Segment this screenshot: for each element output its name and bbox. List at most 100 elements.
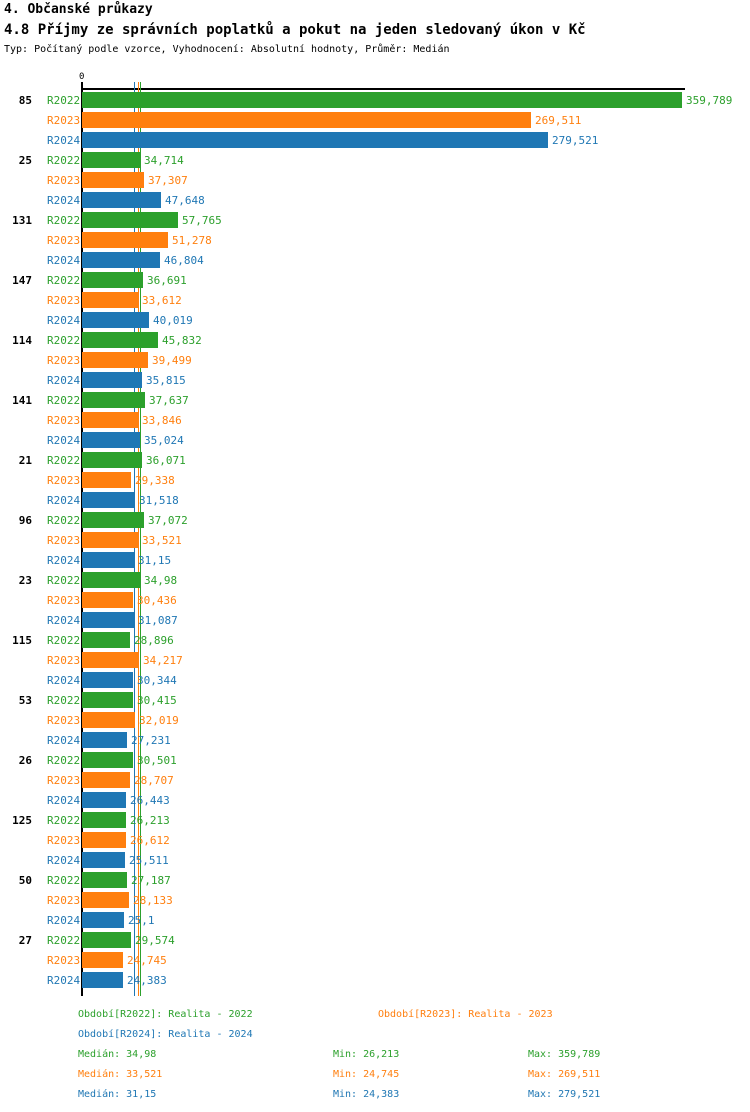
bar-value-label: 33,612: [142, 294, 182, 307]
series-label-r2024: R2024: [47, 974, 81, 987]
bar-r2024[interactable]: [82, 912, 124, 928]
bar-value-label: 37,307: [148, 174, 188, 187]
bar-r2022[interactable]: [82, 932, 131, 948]
bar-r2024[interactable]: [82, 372, 142, 388]
series-label-r2022: R2022: [47, 154, 81, 167]
bar-value-label: 51,278: [172, 234, 212, 247]
bar-r2024[interactable]: [82, 252, 160, 268]
series-label-r2024: R2024: [47, 734, 81, 747]
bar-r2022[interactable]: [82, 212, 178, 228]
bar-r2024[interactable]: [82, 732, 127, 748]
bar-r2023[interactable]: [82, 592, 133, 608]
series-label-r2024: R2024: [47, 434, 81, 447]
series-label-r2022: R2022: [47, 274, 81, 287]
chart-subtitle: Typ: Počítaný podle vzorce, Vyhodnocení:…: [4, 44, 450, 55]
bar-r2023[interactable]: [82, 832, 126, 848]
bar-r2022[interactable]: [82, 92, 682, 108]
bar-r2024[interactable]: [82, 432, 140, 448]
bar-r2023[interactable]: [82, 532, 138, 548]
bar-r2022[interactable]: [82, 512, 144, 528]
stat-max-r2023: Max: 269,511: [528, 1069, 601, 1080]
bar-r2023[interactable]: [82, 952, 123, 968]
bar-r2023[interactable]: [82, 472, 131, 488]
bar-r2023[interactable]: [82, 352, 148, 368]
bar-value-label: 24,383: [127, 974, 167, 987]
group-label: 115: [12, 634, 32, 647]
stat-min-r2023: Min: 24,745: [333, 1069, 400, 1080]
group-label: 96: [18, 514, 32, 527]
axis-top-line: [82, 88, 685, 90]
bar-r2024[interactable]: [82, 852, 125, 868]
legend-entry-r2024[interactable]: Období[R2024]: Realita - 2024: [78, 1029, 253, 1040]
stat-median-r2024: Medián: 31,15: [78, 1089, 157, 1100]
bar-r2024[interactable]: [82, 972, 123, 988]
group-label: 27: [18, 934, 32, 947]
bar-value-label: 34,714: [144, 154, 184, 167]
legend-entry-r2023[interactable]: Období[R2023]: Realita - 2023: [378, 1009, 553, 1020]
bar-r2024[interactable]: [82, 312, 149, 328]
stat-min-r2024: Min: 24,383: [333, 1089, 400, 1100]
bar-r2023[interactable]: [82, 232, 168, 248]
series-label-r2022: R2022: [47, 514, 81, 527]
series-label-r2023: R2023: [47, 714, 81, 727]
bar-r2024[interactable]: [82, 552, 134, 568]
bar-value-label: 25,511: [129, 854, 169, 867]
series-label-r2023: R2023: [47, 174, 81, 187]
series-label-r2023: R2023: [47, 654, 81, 667]
bar-value-label: 37,072: [148, 514, 188, 527]
bar-r2022[interactable]: [82, 272, 143, 288]
bar-value-label: 46,804: [164, 254, 204, 267]
bar-r2022[interactable]: [82, 152, 140, 168]
bar-r2023[interactable]: [82, 892, 129, 908]
series-label-r2022: R2022: [47, 934, 81, 947]
stat-min-r2022: Min: 26,213: [333, 1049, 400, 1060]
stat-median-r2022: Medián: 34,98: [78, 1049, 157, 1060]
bar-r2023[interactable]: [82, 652, 139, 668]
bar-value-label: 269,511: [535, 114, 582, 127]
bar-value-label: 32,019: [139, 714, 179, 727]
bar-r2022[interactable]: [82, 692, 133, 708]
bar-r2024[interactable]: [82, 132, 548, 148]
bar-r2022[interactable]: [82, 572, 140, 588]
bar-value-label: 35,815: [146, 374, 186, 387]
bar-r2022[interactable]: [82, 452, 142, 468]
chart-footer: Období[R2022]: Realita - 2022 Období[R202…: [0, 1000, 750, 1112]
bar-r2024[interactable]: [82, 792, 126, 808]
bar-r2022[interactable]: [82, 392, 145, 408]
bar-r2024[interactable]: [82, 672, 133, 688]
bar-r2023[interactable]: [82, 412, 138, 428]
bar-value-label: 31,087: [138, 614, 178, 627]
bar-value-label: 25,1: [128, 914, 155, 927]
chart-plot-area: 0 85 R2022 359,789 R2023 269,511 R2024 279,521…: [12, 72, 732, 996]
series-label-r2023: R2023: [47, 834, 81, 847]
bar-value-label: 45,832: [162, 334, 202, 347]
bar-value-label: 34,217: [143, 654, 183, 667]
legend-entry-r2022[interactable]: Období[R2022]: Realita - 2022: [78, 1009, 253, 1020]
bar-r2023[interactable]: [82, 112, 531, 128]
bar-value-label: 27,231: [131, 734, 171, 747]
bar-r2023[interactable]: [82, 172, 144, 188]
bar-r2023[interactable]: [82, 712, 135, 728]
bar-r2022[interactable]: [82, 632, 130, 648]
bar-r2022[interactable]: [82, 752, 133, 768]
group-label: 26: [18, 754, 32, 767]
series-label-r2024: R2024: [47, 854, 81, 867]
group-label: 114: [12, 334, 32, 347]
bar-value-label: 57,765: [182, 214, 222, 227]
bar-r2024[interactable]: [82, 612, 134, 628]
series-label-r2023: R2023: [47, 594, 81, 607]
series-label-r2024: R2024: [47, 134, 81, 147]
bar-r2024[interactable]: [82, 192, 161, 208]
bar-r2023[interactable]: [82, 772, 130, 788]
bar-r2023[interactable]: [82, 292, 138, 308]
series-label-r2024: R2024: [47, 554, 81, 567]
bar-r2024[interactable]: [82, 492, 135, 508]
bar-value-label: 39,499: [152, 354, 192, 367]
bar-r2022[interactable]: [82, 812, 126, 828]
group-label: 25: [18, 154, 32, 167]
bar-value-label: 30,415: [137, 694, 177, 707]
series-label-r2023: R2023: [47, 234, 81, 247]
bar-r2022[interactable]: [82, 872, 127, 888]
bar-value-label: 36,071: [146, 454, 186, 467]
bar-r2022[interactable]: [82, 332, 158, 348]
